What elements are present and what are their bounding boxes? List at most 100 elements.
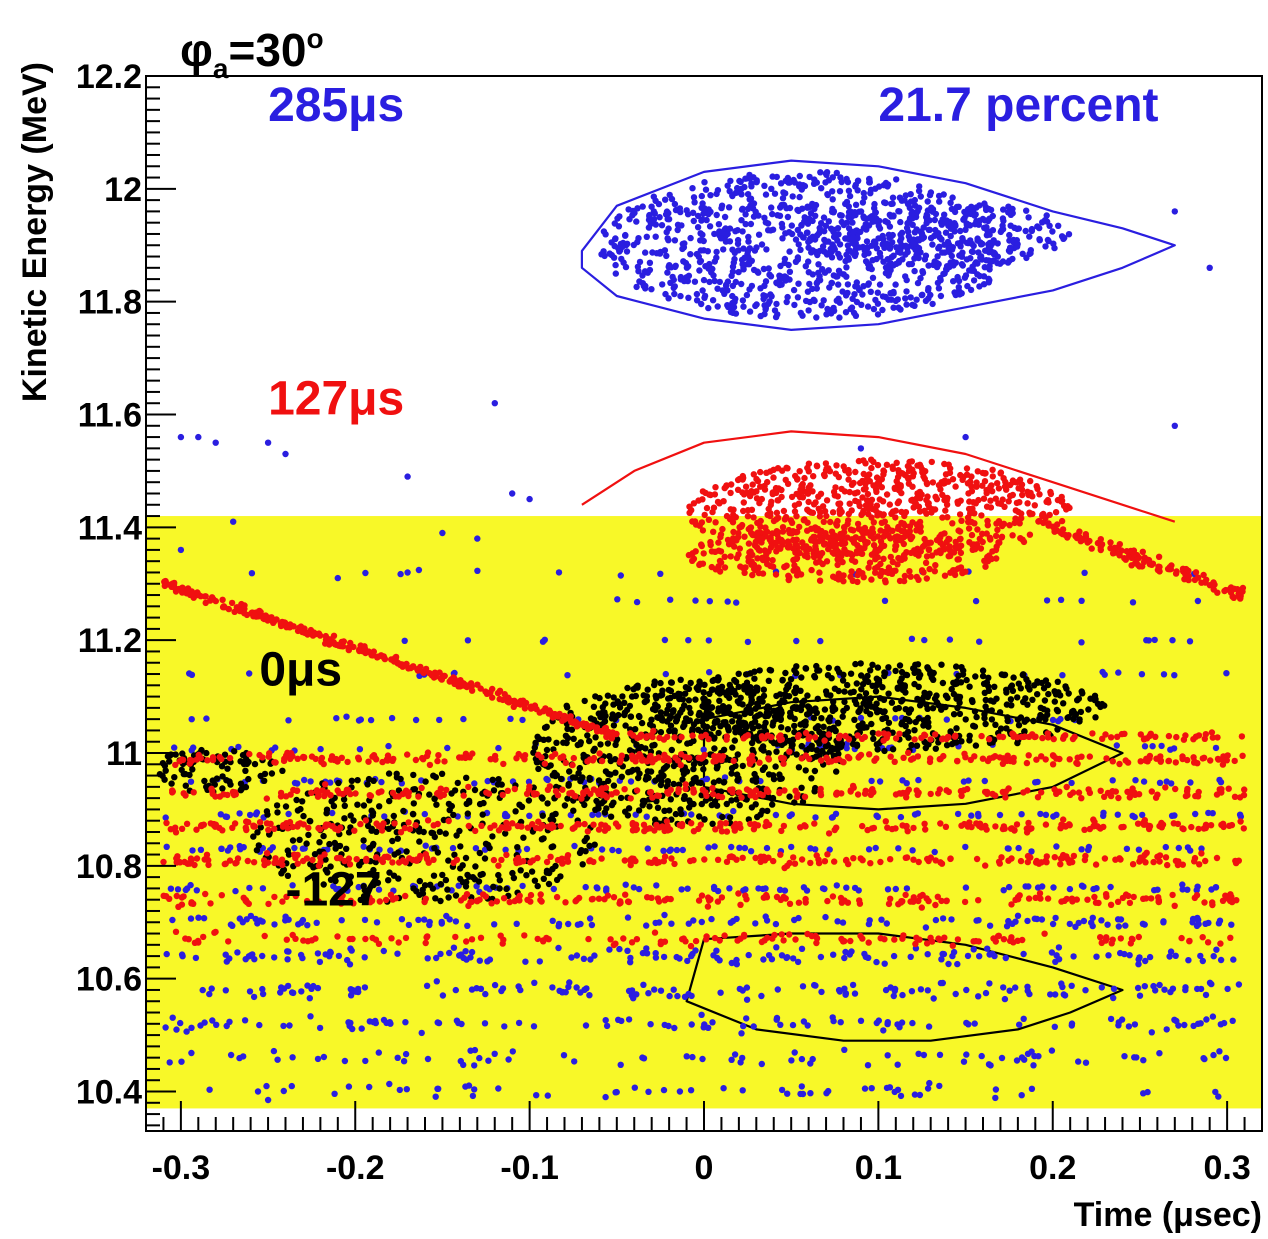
- point-285s: [639, 272, 646, 279]
- point-0s: [1014, 739, 1021, 747]
- point-285s: [706, 598, 713, 605]
- point-127s: [923, 940, 931, 947]
- point-285s: [890, 952, 898, 960]
- point-0s: [748, 699, 755, 707]
- point-0s: [750, 690, 757, 697]
- point-285s: [802, 297, 810, 305]
- point-285s: [746, 308, 754, 315]
- point-0s: [1054, 678, 1062, 685]
- point-285s: [689, 1053, 696, 1061]
- point-285s: [761, 182, 768, 189]
- point-0s: [802, 721, 809, 729]
- point-127s: [339, 892, 346, 899]
- point-0s: [709, 820, 716, 827]
- point-0s: [1007, 696, 1015, 703]
- point-127s: [1178, 934, 1185, 942]
- point-285s: [282, 917, 289, 924]
- point-127s: [735, 890, 742, 897]
- point-127s: [903, 854, 911, 861]
- point-0s: [552, 862, 559, 870]
- point-127s: [1060, 851, 1067, 859]
- point-285s: [798, 945, 806, 952]
- point-285s: [812, 846, 819, 853]
- point-127s: [483, 789, 490, 796]
- point-285s: [739, 1087, 746, 1094]
- point-127s: [308, 937, 316, 944]
- point-127s: [1130, 893, 1137, 901]
- point-285s: [741, 254, 748, 261]
- point-285s: [1082, 987, 1089, 994]
- point-127s: [958, 822, 965, 829]
- point-285s: [171, 744, 178, 751]
- point-127s: [1164, 861, 1171, 869]
- point-127s: [304, 898, 311, 906]
- point-285s: [852, 201, 860, 208]
- point-285s: [814, 232, 821, 239]
- point-0s: [784, 726, 792, 733]
- point-285s: [830, 272, 837, 279]
- point-0s: [179, 750, 186, 757]
- point-127s: [375, 789, 382, 796]
- point-0s: [451, 787, 459, 794]
- point-285s: [765, 265, 772, 272]
- point-285s: [568, 954, 575, 961]
- point-0s: [1025, 679, 1032, 686]
- point-0s: [1091, 696, 1099, 704]
- point-285s: [272, 744, 279, 751]
- point-127s: [1222, 892, 1229, 899]
- point-127s: [1193, 892, 1201, 899]
- point-127s: [927, 790, 934, 798]
- point-285s: [735, 247, 742, 254]
- point-285s: [883, 920, 890, 927]
- point-127s: [1006, 937, 1014, 945]
- point-285s: [1075, 1058, 1082, 1065]
- point-127s: [769, 935, 776, 942]
- point-285s: [206, 990, 213, 998]
- point-0s: [607, 757, 614, 765]
- point-127s: [690, 789, 697, 796]
- point-285s: [252, 811, 260, 818]
- point-285s: [1193, 922, 1201, 930]
- point-0s: [856, 724, 864, 731]
- point-0s: [1015, 722, 1023, 729]
- point-285s: [1049, 228, 1056, 235]
- point-127s: [548, 821, 556, 828]
- point-127s: [649, 794, 656, 801]
- point-285s: [1036, 236, 1043, 243]
- point-285s: [799, 983, 807, 990]
- point-285s: [652, 954, 660, 961]
- point-285s: [765, 227, 772, 234]
- point-0s: [755, 723, 762, 730]
- point-285s: [786, 812, 793, 820]
- point-285s: [883, 1084, 891, 1092]
- point-285s: [1186, 638, 1194, 645]
- point-285s: [355, 883, 362, 891]
- point-127s: [1060, 816, 1067, 823]
- point-127s: [376, 898, 383, 905]
- point-285s: [763, 246, 770, 253]
- point-0s: [332, 877, 339, 885]
- point-285s: [608, 251, 615, 259]
- point-285s: [1167, 746, 1174, 753]
- point-127s: [416, 855, 423, 862]
- point-0s: [347, 873, 354, 880]
- point-285s: [625, 1016, 633, 1023]
- point-285s: [203, 715, 210, 722]
- point-0s: [764, 807, 771, 815]
- point-0s: [421, 882, 429, 889]
- point-0s: [714, 763, 721, 770]
- point-0s: [431, 795, 438, 802]
- point-127s: [534, 935, 541, 943]
- point-0s: [420, 828, 427, 836]
- point-127s: [737, 824, 744, 832]
- point-127s: [891, 936, 898, 943]
- point-127s: [781, 787, 788, 794]
- point-0s: [335, 779, 342, 787]
- point-0s: [619, 693, 626, 700]
- point-127s: [329, 823, 336, 830]
- point-285s: [882, 264, 890, 271]
- point-127s: [205, 856, 212, 864]
- point-285s: [706, 278, 713, 286]
- point-285s: [946, 263, 953, 271]
- point-0s: [553, 739, 560, 746]
